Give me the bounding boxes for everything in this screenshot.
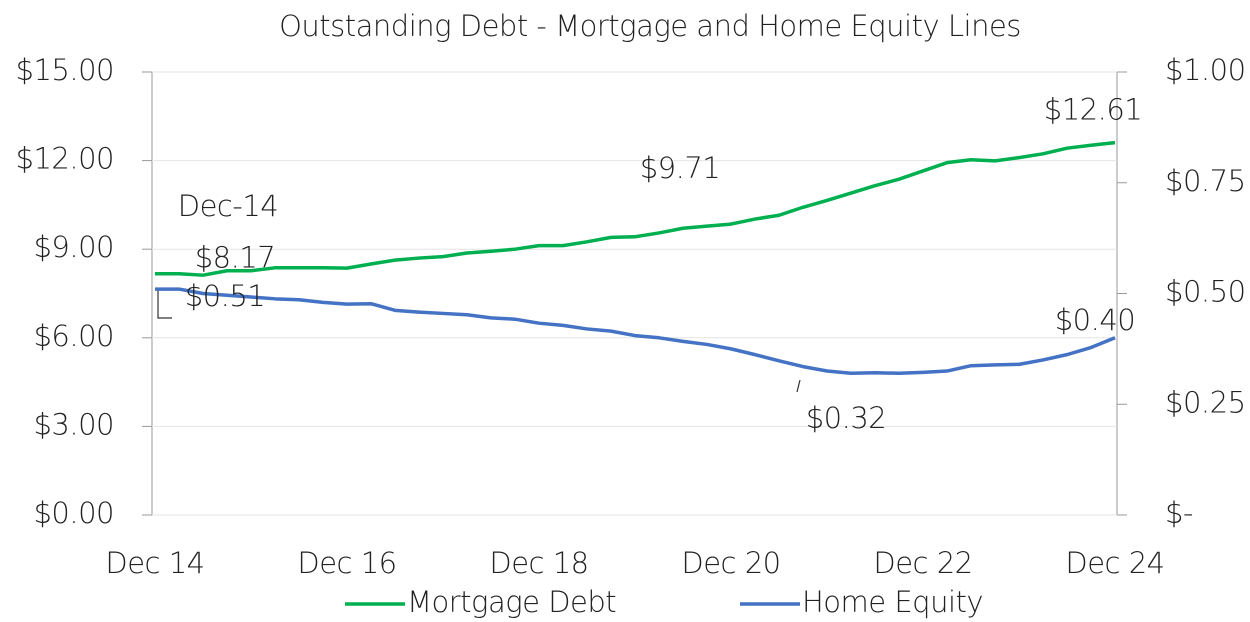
- data-label: $0.51: [185, 279, 266, 313]
- x-tick-label: Dec 24: [1065, 546, 1164, 580]
- data-label: $8.17: [195, 241, 276, 275]
- y2-tick-label: $0.75: [1165, 164, 1246, 198]
- data-label: $9.71: [640, 151, 721, 185]
- data-label: $0.32: [806, 401, 887, 435]
- legend-label: Home Equity: [802, 585, 983, 619]
- data-label: $0.40: [1055, 303, 1136, 337]
- y2-tick-label: $0.25: [1165, 385, 1246, 419]
- y2-tick-label: $1.00: [1165, 53, 1246, 87]
- x-tick-label: Dec 22: [873, 546, 972, 580]
- y2-tick-label: $-: [1165, 496, 1193, 530]
- y-tick-label: $9.00: [33, 230, 114, 264]
- y-tick-label: $0.00: [33, 496, 114, 530]
- data-label: $12.61: [1044, 93, 1142, 127]
- x-tick-label: Dec 18: [489, 546, 588, 580]
- series-line: [155, 140, 1116, 277]
- leader-line: [796, 379, 801, 393]
- leader-line: [157, 290, 172, 319]
- y-tick-label: $6.00: [33, 319, 114, 353]
- annotation: Dec-14: [178, 189, 278, 223]
- y-tick-label: $12.00: [16, 142, 114, 176]
- y-tick-label: $3.00: [33, 407, 114, 441]
- y-tick-label: $15.00: [16, 53, 114, 87]
- legend-label: Mortgage Debt: [407, 585, 616, 619]
- x-tick-label: Dec 16: [297, 546, 396, 580]
- x-tick-label: Dec 20: [681, 546, 780, 580]
- y2-tick-label: $0.50: [1165, 275, 1246, 309]
- x-tick-label: Dec 14: [105, 546, 204, 580]
- series-line: [155, 287, 1116, 375]
- chart-title: Outstanding Debt - Mortgage and Home Equ…: [279, 9, 1021, 43]
